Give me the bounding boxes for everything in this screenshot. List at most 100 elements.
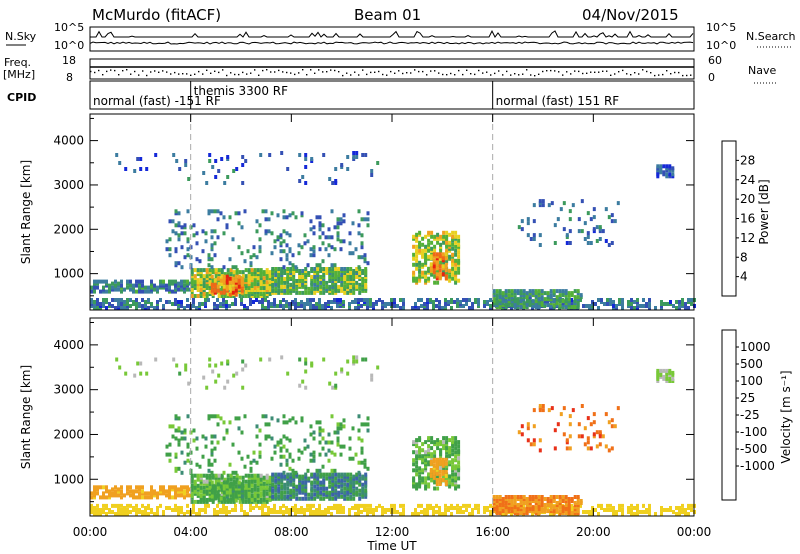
xaxis-label: Time UT xyxy=(366,539,417,553)
echo-cell xyxy=(448,446,452,451)
echo-cell xyxy=(288,508,291,512)
echo-cell xyxy=(205,274,209,279)
nave-dot xyxy=(318,69,320,71)
echo-cell xyxy=(141,298,144,302)
echo-cell xyxy=(123,493,126,498)
echo-cell xyxy=(513,289,517,294)
echo-cell xyxy=(495,505,499,510)
echo-cell xyxy=(306,468,310,473)
xtick-label: 00:00 xyxy=(677,525,712,539)
echo-cell xyxy=(424,458,428,463)
nave-dot xyxy=(334,69,336,72)
echo-cell xyxy=(337,490,341,495)
echo-cell xyxy=(567,297,571,302)
echo-cell xyxy=(438,506,441,510)
echo-cell xyxy=(303,508,306,512)
echo-cell xyxy=(351,221,355,226)
echo-cell xyxy=(285,462,289,467)
echo-cell xyxy=(250,473,254,478)
echo-cell xyxy=(330,450,334,455)
echo-cell xyxy=(126,298,129,302)
nave-dot xyxy=(534,75,536,77)
echo-cell xyxy=(430,246,434,251)
echo-cell xyxy=(598,442,602,447)
echo-cell xyxy=(265,280,269,285)
echo-cell xyxy=(568,209,572,214)
echo-cell xyxy=(258,245,262,250)
echo-cell xyxy=(457,448,461,453)
echo-cell xyxy=(264,512,267,516)
nave-dot xyxy=(206,69,208,71)
echo-cell xyxy=(561,299,565,304)
echo-cell xyxy=(573,501,577,505)
echo-cell xyxy=(276,304,279,308)
echo-cell xyxy=(339,422,343,427)
echo-cell xyxy=(671,172,675,177)
echo-cell xyxy=(315,508,318,512)
echo-cell xyxy=(441,478,445,482)
echo-cell xyxy=(552,509,556,514)
echo-cell xyxy=(288,213,292,218)
echo-cell xyxy=(306,239,310,244)
echo-cell xyxy=(340,267,344,271)
echo-cell xyxy=(310,280,314,285)
echo-cell xyxy=(105,512,108,516)
nave-dot xyxy=(586,72,588,74)
echo-cell xyxy=(172,153,176,157)
echo-cell xyxy=(280,484,284,489)
echo-cell xyxy=(358,496,362,501)
echo-cell xyxy=(384,302,387,306)
echo-cell xyxy=(318,235,322,240)
echo-cell xyxy=(234,503,237,508)
echo-cell xyxy=(268,485,272,490)
echo-cell xyxy=(334,476,338,481)
echo-cell xyxy=(201,508,204,512)
echo-cell xyxy=(211,165,215,169)
echo-cell xyxy=(519,495,523,499)
xtick-label: 04:00 xyxy=(173,525,208,539)
echo-cell xyxy=(448,438,452,443)
echo-cell xyxy=(630,508,633,512)
echo-cell xyxy=(352,474,356,479)
echo-cell xyxy=(177,300,180,304)
echo-cell xyxy=(366,466,370,471)
echo-cell xyxy=(312,249,316,254)
xtick-label: 20:00 xyxy=(576,525,611,539)
echo-cell xyxy=(168,247,172,252)
echo-cell xyxy=(294,503,297,508)
echo-cell xyxy=(418,240,422,245)
echo-cell xyxy=(93,300,96,304)
echo-cell xyxy=(387,508,390,512)
echo-cell xyxy=(315,263,319,268)
echo-cell xyxy=(309,452,313,457)
echo-cell xyxy=(117,287,120,292)
echo-cell xyxy=(516,297,520,302)
echo-cell xyxy=(133,169,137,173)
echo-cell xyxy=(454,230,458,235)
echo-cell xyxy=(610,241,614,245)
echo-cell xyxy=(319,267,323,271)
echo-cell xyxy=(264,434,268,439)
echo-cell xyxy=(366,217,370,222)
echo-cell xyxy=(378,298,381,302)
echo-cell xyxy=(240,508,243,512)
echo-cell xyxy=(168,485,171,490)
echo-cell xyxy=(346,359,350,364)
echo-cell xyxy=(358,482,362,487)
echo-cell xyxy=(438,300,441,304)
nave-dot xyxy=(530,74,532,76)
nave-dot xyxy=(350,74,352,76)
nave-dot xyxy=(118,74,120,76)
echo-cell xyxy=(592,227,596,232)
echo-cell xyxy=(300,510,303,514)
echo-cell xyxy=(303,302,306,306)
echo-cell xyxy=(250,487,254,492)
echo-cell xyxy=(120,279,123,284)
echo-cell xyxy=(231,237,235,242)
echo-cell xyxy=(665,368,669,373)
echo-cell xyxy=(451,452,455,457)
echo-cell xyxy=(612,304,615,308)
echo-cell xyxy=(444,457,448,462)
echo-cell xyxy=(289,494,293,499)
echo-cell xyxy=(633,300,636,304)
